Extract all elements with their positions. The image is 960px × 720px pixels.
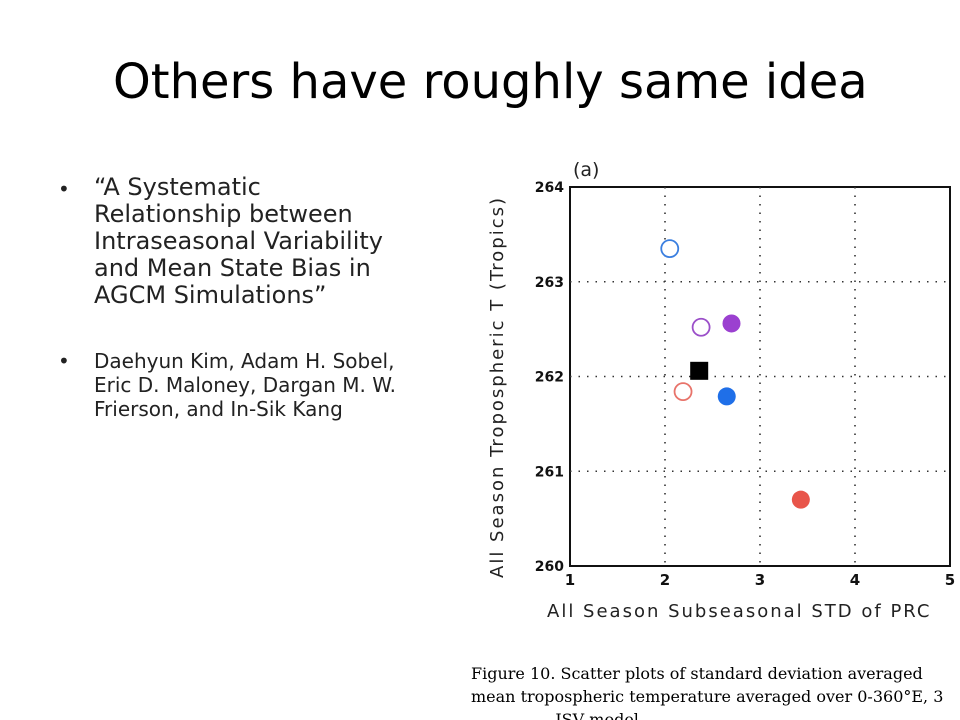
x-tick-label: 5 xyxy=(945,571,955,589)
bullet-dot: • xyxy=(58,349,70,373)
caption-line: mean tropospheric temperature averaged o… xyxy=(471,687,944,706)
panel-label: (a) xyxy=(573,159,599,181)
y-tick-label: 262 xyxy=(535,370,564,386)
bullet-dot: • xyxy=(58,177,70,201)
data-point-open-circle xyxy=(673,382,693,402)
x-tick-label: 3 xyxy=(755,571,765,589)
figure-caption: Figure 10. Scatter plots of standard dev… xyxy=(471,662,960,720)
paper-title-text: “A Systematic Relationship between Intra… xyxy=(94,173,384,309)
plot-grid xyxy=(570,187,950,566)
data-point-filled-circle xyxy=(717,387,736,406)
caption-line: … … … … ISV model … xyxy=(471,710,660,720)
x-tick-label: 4 xyxy=(850,571,860,589)
y-tick-label: 264 xyxy=(535,180,564,196)
data-point-filled-circle xyxy=(722,314,741,333)
y-tick-label: 261 xyxy=(535,464,564,480)
x-tick-label: 1 xyxy=(565,571,575,589)
data-point-square xyxy=(690,361,709,380)
bullet-authors: • Daehyun Kim, Adam H. Sobel, Eric D. Ma… xyxy=(58,349,398,421)
y-axis-label: All Season Tropospheric T (Tropics) xyxy=(487,196,508,578)
y-tick-label: 263 xyxy=(535,275,564,291)
bullet-paper-title: • “A Systematic Relationship between Int… xyxy=(58,174,398,309)
caption-line: Figure 10. Scatter plots of standard dev… xyxy=(471,664,923,683)
y-tick-label: 260 xyxy=(535,559,564,575)
bullet-list: • “A Systematic Relationship between Int… xyxy=(58,174,398,422)
x-tick-label: 2 xyxy=(660,571,670,589)
data-points xyxy=(660,239,810,509)
x-axis-label: All Season Subseasonal STD of PRC xyxy=(547,601,932,622)
data-point-filled-circle xyxy=(791,490,810,509)
data-point-open-circle xyxy=(691,317,711,337)
authors-text: Daehyun Kim, Adam H. Sobel, Eric D. Malo… xyxy=(94,349,397,421)
scatter-figure: 1 2 3 4 5 260 261 262 263 264 (a) All Season Subs… xyxy=(487,159,955,622)
axis-ticks: 1 2 3 4 5 260 261 262 263 264 xyxy=(535,180,955,589)
slide-title: Others have roughly same idea xyxy=(113,54,868,110)
data-point-open-circle xyxy=(660,239,680,258)
